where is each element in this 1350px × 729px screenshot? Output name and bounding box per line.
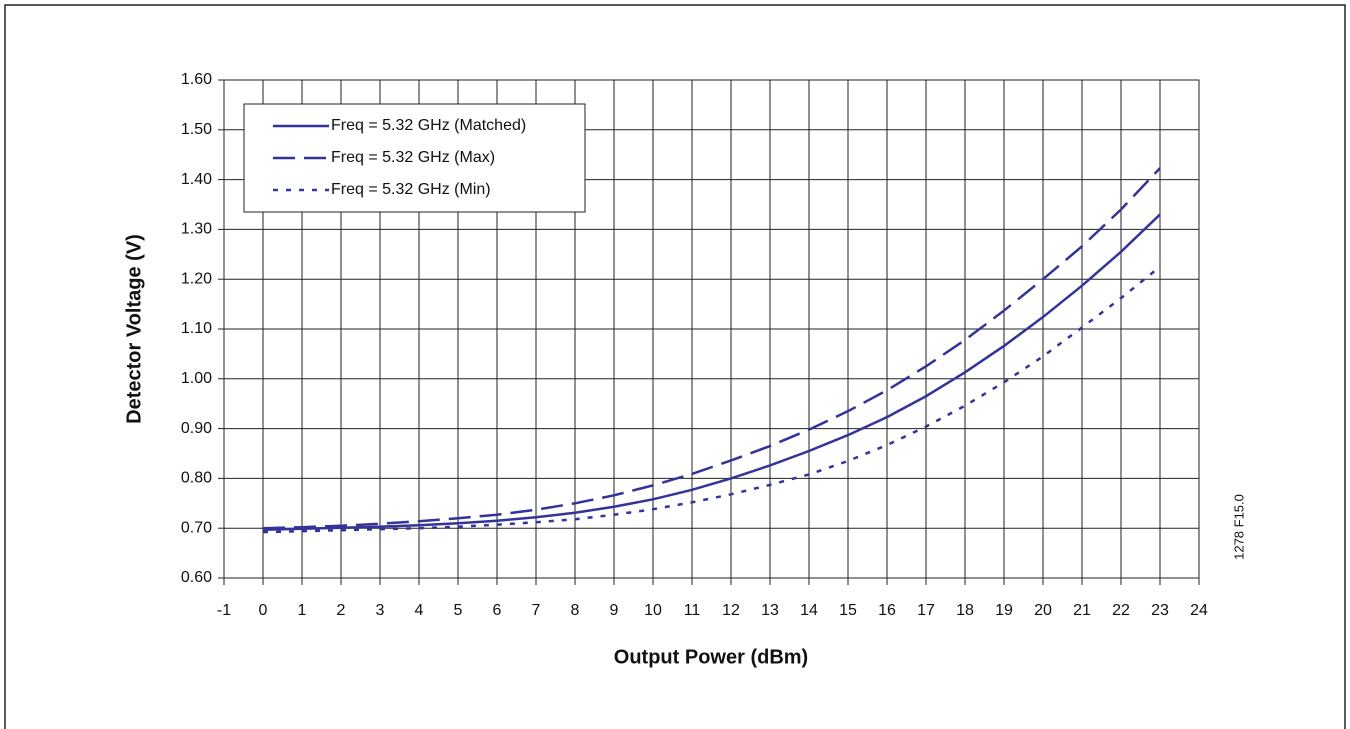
y-tick-label: 1.20 <box>181 270 212 287</box>
y-tick-label: 1.00 <box>181 370 212 387</box>
x-tick-label: 12 <box>722 602 740 619</box>
y-tick-label: 1.30 <box>181 221 212 238</box>
x-tick-label: 4 <box>415 602 424 619</box>
x-tick-label: 5 <box>454 602 463 619</box>
y-tick-label: 1.50 <box>181 121 212 138</box>
series-line <box>262 167 1161 530</box>
x-tick-label: 24 <box>1190 602 1208 619</box>
x-tick-label: 10 <box>644 602 662 619</box>
x-tick-label: 7 <box>532 602 541 619</box>
x-tick-label: 23 <box>1151 602 1169 619</box>
x-tick-label: 3 <box>376 602 385 619</box>
x-tick-label: 1 <box>298 602 307 619</box>
x-tick-label: 6 <box>493 602 502 619</box>
y-tick-label: 1.10 <box>181 320 212 337</box>
x-tick-label: 11 <box>684 602 701 619</box>
y-tick-label: 0.70 <box>181 519 212 536</box>
frame <box>4 4 1346 729</box>
x-tick-label: 15 <box>839 602 857 619</box>
x-tick-label: 21 <box>1073 602 1091 619</box>
x-tick-label: 14 <box>800 602 818 619</box>
y-tick-label: 1.40 <box>181 171 212 188</box>
x-tick-label: 8 <box>571 602 580 619</box>
legend-label: Freq = 5.32 GHz (Min) <box>331 181 491 198</box>
y-axis-label: Detector Voltage (V) <box>123 234 145 424</box>
x-tick-label: 17 <box>917 602 935 619</box>
x-tick-label: 13 <box>761 602 779 619</box>
y-tick-label: 1.60 <box>181 71 212 88</box>
legend-label: Freq = 5.32 GHz (Max) <box>331 149 495 166</box>
x-tick-label: 20 <box>1034 602 1052 619</box>
x-axis-label: Output Power (dBm) <box>614 646 808 668</box>
y-tick-label: 0.80 <box>181 470 212 487</box>
x-tick-label: 2 <box>337 602 346 619</box>
x-tick-label: 18 <box>956 602 974 619</box>
legend-box <box>243 103 586 213</box>
x-tick-label: 22 <box>1112 602 1130 619</box>
x-tick-label: 19 <box>995 602 1013 619</box>
x-tick-label: 0 <box>259 602 268 619</box>
y-tick-label: 0.60 <box>181 569 212 586</box>
x-tick-label: 9 <box>610 602 619 619</box>
x-tick-label: -1 <box>217 602 231 619</box>
legend-label: Freq = 5.32 GHz (Matched) <box>331 117 526 134</box>
figure-id: 1278 F15.0 <box>1231 494 1246 560</box>
x-tick-label: 16 <box>878 602 896 619</box>
y-tick-label: 0.90 <box>181 420 212 437</box>
series-line <box>262 213 1161 531</box>
